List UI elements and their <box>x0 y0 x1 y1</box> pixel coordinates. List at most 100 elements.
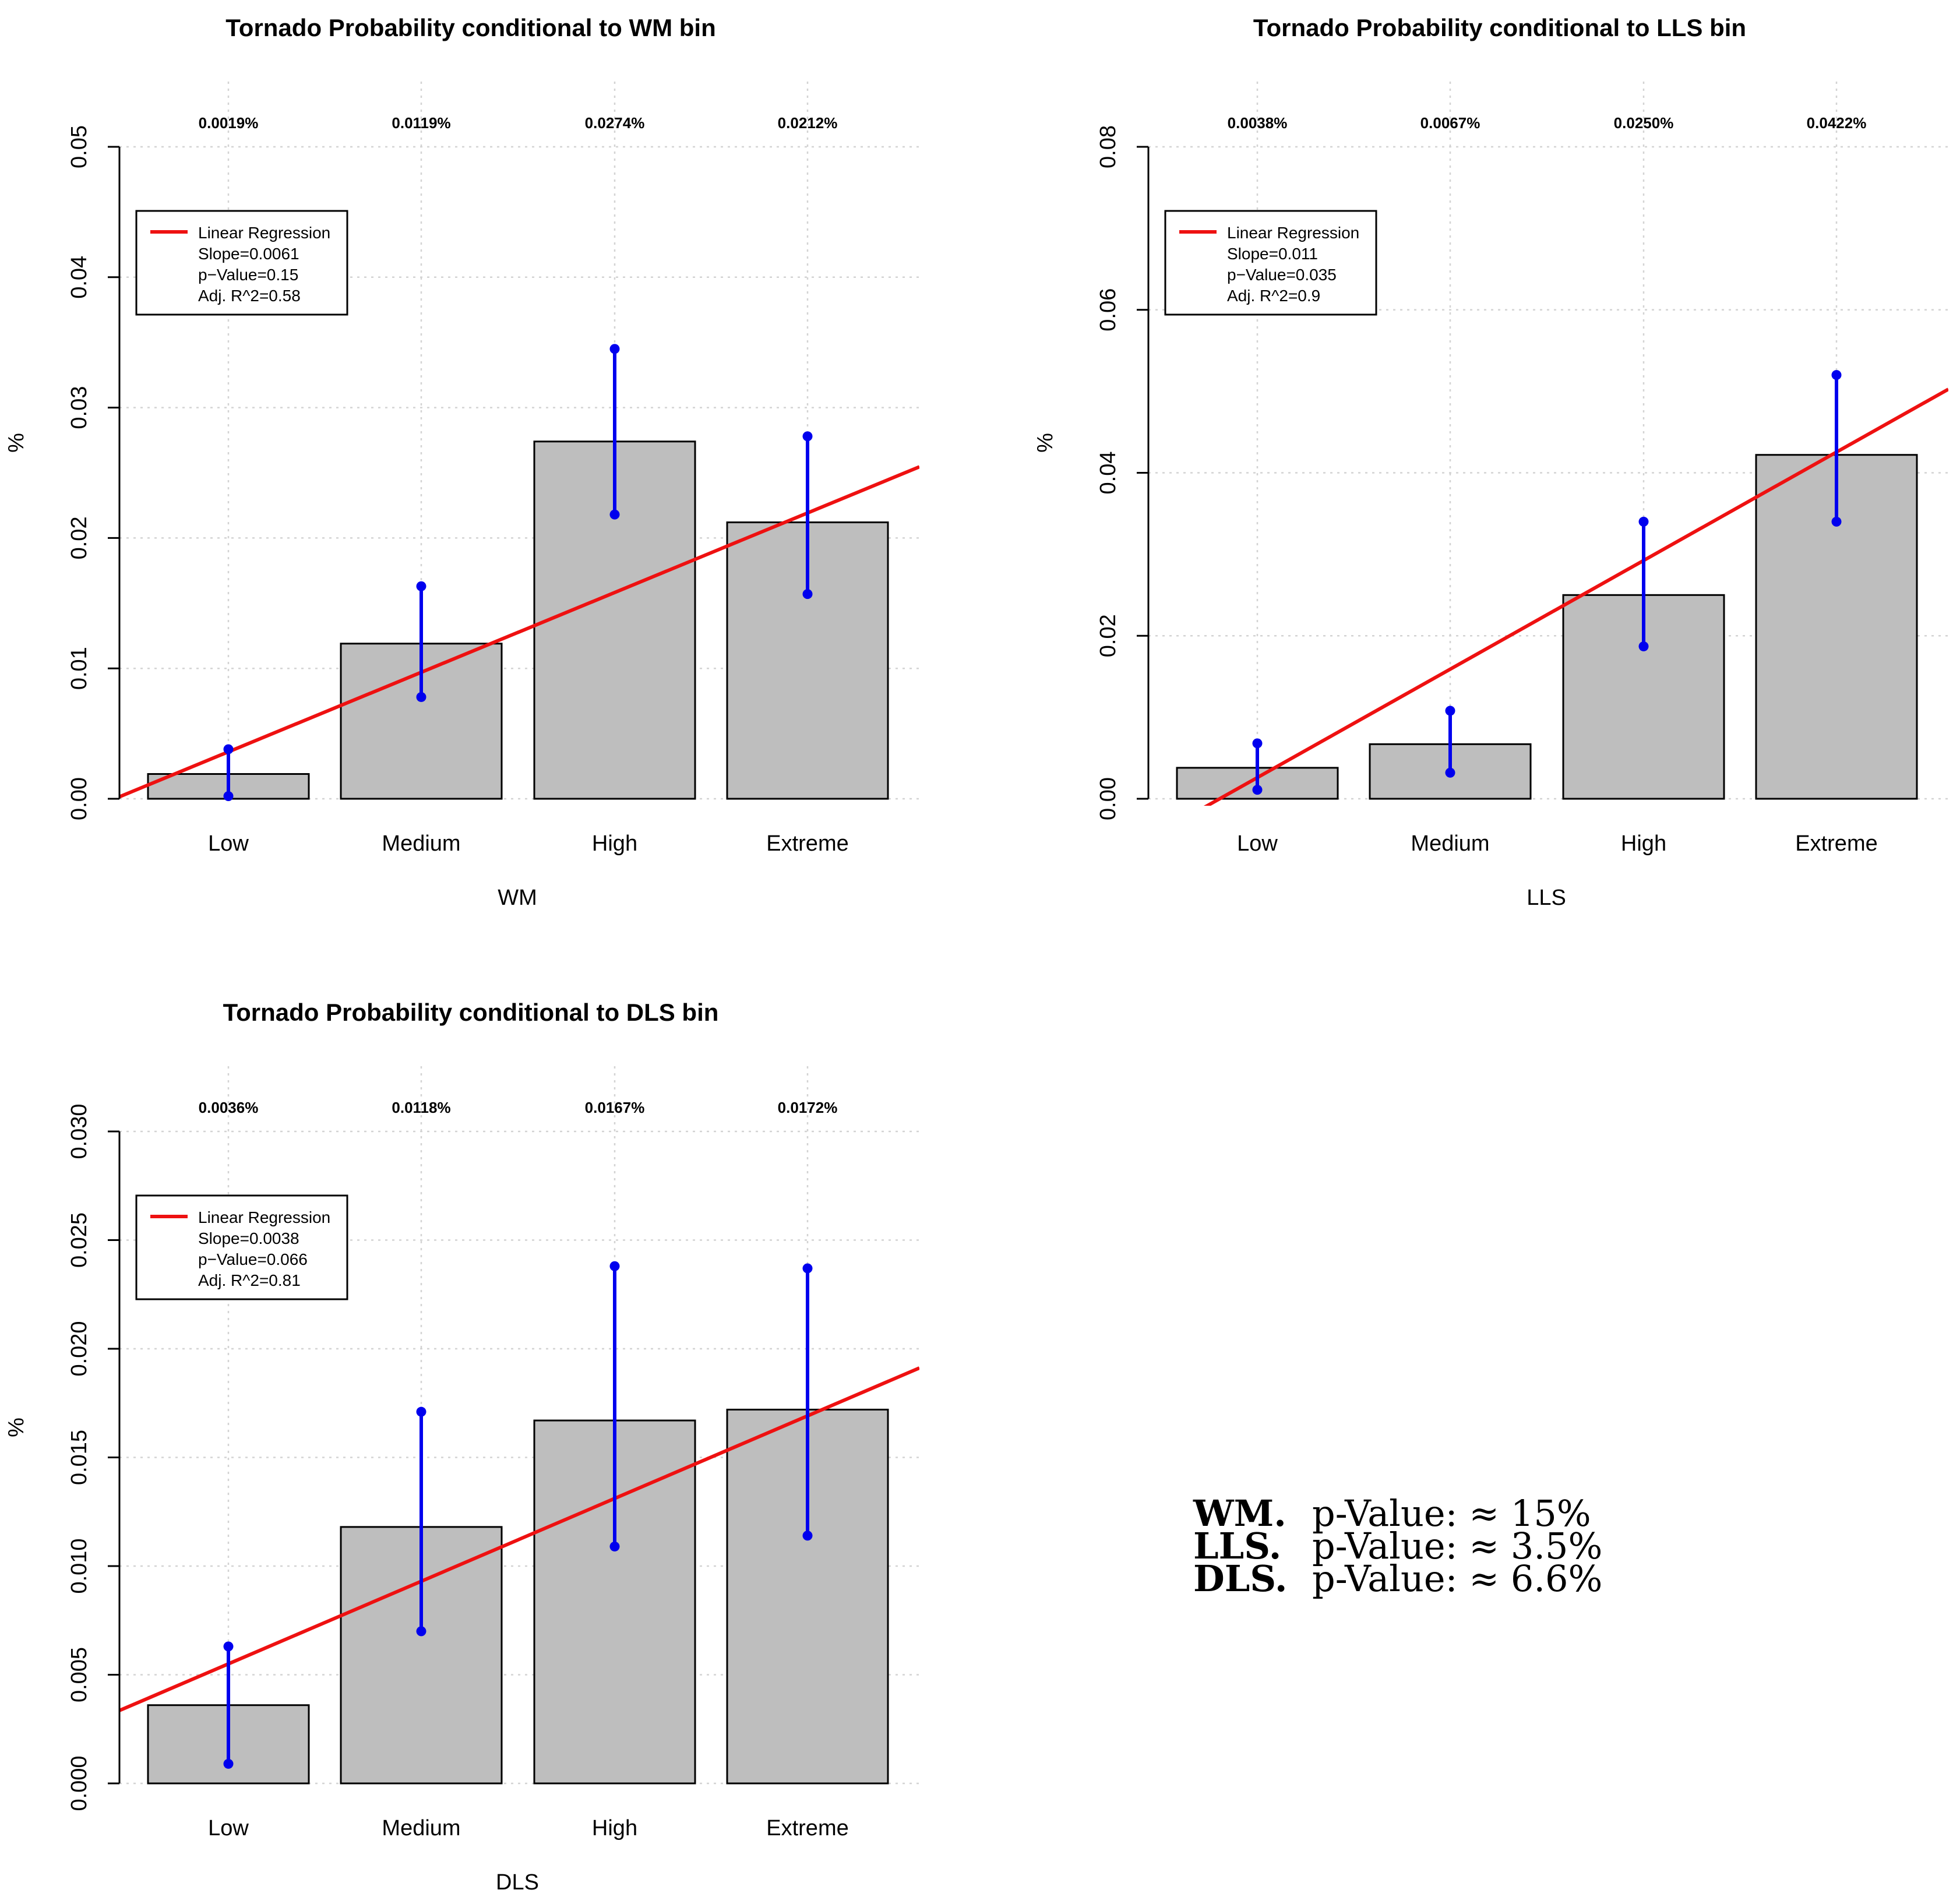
y-tick-label: 0.02 <box>1096 614 1120 657</box>
summary-row-wm: WM. p-Value: ≈ 15% <box>1193 1492 1602 1535</box>
error-bar-high-point <box>1638 516 1649 527</box>
y-tick-label: 0.02 <box>67 516 91 559</box>
error-bar-low-point <box>802 1531 813 1541</box>
y-tick-label: 0.03 <box>67 386 91 429</box>
chart-title: Tornado Probability conditional to LLS b… <box>1253 14 1746 41</box>
legend: Linear Regression Slope=0.0061 p−Value=0.1… <box>135 210 348 316</box>
error-bar-low-point <box>1252 785 1263 795</box>
y-tick-label: 0.00 <box>1096 777 1120 820</box>
y-tick-label: 0.05 <box>67 125 91 168</box>
y-tick-label: 0.01 <box>67 647 91 690</box>
legend-label: Linear Regression <box>1227 224 1359 242</box>
error-bar-high-point <box>416 581 426 591</box>
x-tick-label: Medium <box>382 831 460 856</box>
x-tick-label: Extreme <box>766 1816 848 1840</box>
summary-text: p-Value: ≈ 6.6% <box>1312 1557 1603 1600</box>
summary-text: p-Value: ≈ 15% <box>1312 1492 1591 1535</box>
bar-value-label: 0.0019% <box>199 114 259 132</box>
y-tick-label: 0.015 <box>67 1430 91 1485</box>
error-bar-high-point <box>416 1406 426 1417</box>
bar-value-label: 0.0036% <box>199 1099 259 1116</box>
chart-panel-lls: Tornado Probability conditional to LLS b… <box>1033 14 1948 910</box>
x-axis-label: WM <box>498 886 537 910</box>
p-value-summary: WM. p-Value: ≈ 15% LLS. p-Value: ≈ 3.5% DL… <box>1193 1492 1602 1600</box>
y-tick-label: 0.005 <box>67 1647 91 1702</box>
legend-box <box>135 1194 348 1300</box>
error-bar-low-point <box>416 1626 426 1637</box>
regression-line <box>119 465 919 799</box>
bar-value-label: 0.0212% <box>778 114 838 132</box>
bar-value-label: 0.0172% <box>778 1099 838 1116</box>
error-bar-high-point <box>1831 370 1842 380</box>
bar-value-label: 0.0167% <box>585 1099 645 1116</box>
legend-stat: Adj. R^2=0.58 <box>198 287 301 305</box>
error-bar-high-point <box>1252 738 1263 749</box>
y-tick-label: 0.08 <box>1096 125 1120 168</box>
x-tick-label: High <box>592 1816 637 1840</box>
legend-box <box>135 210 348 316</box>
bar-value-label: 0.0038% <box>1228 114 1288 132</box>
error-bar-high-point <box>802 1263 813 1274</box>
error-bar-high-point <box>1445 706 1455 716</box>
y-tick-label: 0.04 <box>67 256 91 299</box>
legend-stat: Slope=0.0038 <box>198 1229 299 1247</box>
chart-title: Tornado Probability conditional to DLS b… <box>223 999 719 1026</box>
summary-var: LLS. <box>1193 1525 1282 1567</box>
legend-box <box>1164 210 1377 316</box>
x-axis-label: LLS <box>1527 886 1566 910</box>
bar-value-label: 0.0119% <box>392 114 450 132</box>
summary-var: DLS. <box>1193 1557 1288 1600</box>
summary-row-dls: DLS. p-Value: ≈ 6.6% <box>1193 1557 1602 1600</box>
y-tick-label: 0.020 <box>67 1321 91 1376</box>
legend-stat: Adj. R^2=0.81 <box>198 1271 301 1289</box>
bar-value-label: 0.0118% <box>392 1099 450 1116</box>
error-bar-low-point <box>416 692 426 702</box>
y-tick-label: 0.030 <box>67 1103 91 1159</box>
error-bar-low-point <box>1445 767 1455 778</box>
error-bar-low-point <box>1831 516 1842 527</box>
y-axis-label: % <box>1033 433 1057 453</box>
error-bar-high-point <box>609 344 620 354</box>
legend-stat: p−Value=0.15 <box>198 266 298 284</box>
x-tick-label: High <box>592 831 637 856</box>
legend-stat: p−Value=0.066 <box>198 1250 308 1268</box>
legend-label: Linear Regression <box>198 224 330 242</box>
x-tick-label: Extreme <box>1795 831 1877 856</box>
legend-label: Linear Regression <box>198 1208 330 1226</box>
y-axis-label: % <box>4 1418 29 1437</box>
y-tick-label: 0.06 <box>1096 288 1120 332</box>
x-tick-label: Extreme <box>766 831 848 856</box>
error-bar-low-point <box>223 1758 234 1769</box>
chart-panel-dls: Tornado Probability conditional to DLS b… <box>4 999 919 1895</box>
bar-value-label: 0.0250% <box>1614 114 1674 132</box>
summary-row-lls: LLS. p-Value: ≈ 3.5% <box>1193 1525 1602 1567</box>
y-tick-label: 0.00 <box>67 777 91 820</box>
regression-line <box>1203 387 1948 806</box>
legend-stat: p−Value=0.035 <box>1227 266 1337 284</box>
x-tick-label: Medium <box>382 1816 460 1840</box>
bar-value-label: 0.0274% <box>585 114 645 132</box>
error-bar-high-point <box>223 744 234 754</box>
error-bar-high-point <box>609 1261 620 1271</box>
chart-title: Tornado Probability conditional to WM bi… <box>225 14 715 41</box>
x-tick-label: Low <box>208 831 249 856</box>
x-tick-label: Medium <box>1411 831 1489 856</box>
summary-var: WM. <box>1193 1492 1286 1535</box>
x-tick-label: High <box>1621 831 1666 856</box>
legend-stat: Adj. R^2=0.9 <box>1227 287 1320 305</box>
regression-line <box>119 1366 919 1712</box>
error-bar-low-point <box>609 1541 620 1552</box>
bar-value-label: 0.0422% <box>1807 114 1867 132</box>
error-bar-low-point <box>1638 641 1649 651</box>
bar-value-label: 0.0067% <box>1420 114 1480 132</box>
x-tick-label: Low <box>208 1816 249 1840</box>
y-tick-label: 0.025 <box>67 1212 91 1268</box>
x-axis-label: DLS <box>496 1870 539 1895</box>
legend: Linear Regression Slope=0.011 p−Value=0.03… <box>1164 210 1377 316</box>
error-bar-low-point <box>802 589 813 600</box>
legend-stat: Slope=0.0061 <box>198 245 299 263</box>
legend-stat: Slope=0.011 <box>1227 245 1318 263</box>
summary-text: p-Value: ≈ 3.5% <box>1312 1525 1603 1567</box>
error-bar-high-point <box>223 1641 234 1652</box>
